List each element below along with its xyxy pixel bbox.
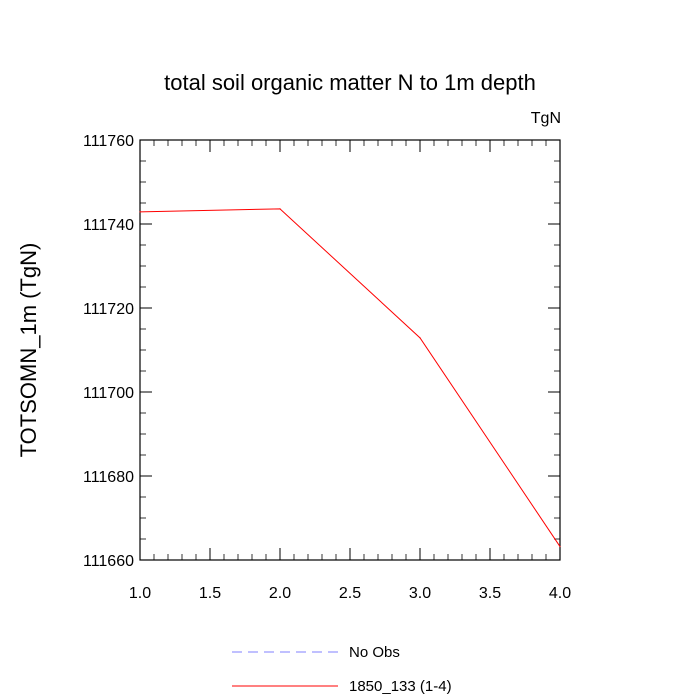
y-tick-label: 111680 xyxy=(83,469,134,486)
chart-units-label: TgN xyxy=(531,110,561,127)
data-point xyxy=(559,545,561,548)
y-tick-label: 111760 xyxy=(83,133,134,150)
x-tick-label: 3.5 xyxy=(479,585,501,602)
x-tick-label: 1.0 xyxy=(129,585,151,602)
y-tick-label: 111740 xyxy=(83,217,134,234)
x-tick-label: 2.5 xyxy=(339,585,361,602)
x-tick-label: 2.0 xyxy=(269,585,291,602)
legend-label: No Obs xyxy=(349,644,400,661)
data-point xyxy=(139,211,141,213)
x-tick-label: 4.0 xyxy=(549,585,571,602)
chart-title: total soil organic matter N to 1m depth xyxy=(164,70,536,95)
series-line xyxy=(139,208,561,547)
plot-frame xyxy=(139,139,561,561)
axes: 1.0 1.5 2.0 2.5 3.0 3.5 4.0 111660 111680 111700 1… xyxy=(83,133,571,602)
series-layer xyxy=(139,208,561,548)
data-point xyxy=(279,208,281,210)
y-tick-label: 111660 xyxy=(83,553,134,570)
x-tick-label: 3.0 xyxy=(409,585,431,602)
legend-label: 1850_133 (1-4) xyxy=(349,678,452,695)
x-tick-label: 1.5 xyxy=(199,585,221,602)
y-tick-label: 111720 xyxy=(83,301,134,318)
y-axis-label: TOTSOMN_1m (TgN) xyxy=(16,243,41,458)
legend: No Obs 1850_133 (1-4) xyxy=(232,644,452,695)
data-point xyxy=(419,337,421,339)
y-tick-label: 111700 xyxy=(83,385,134,402)
